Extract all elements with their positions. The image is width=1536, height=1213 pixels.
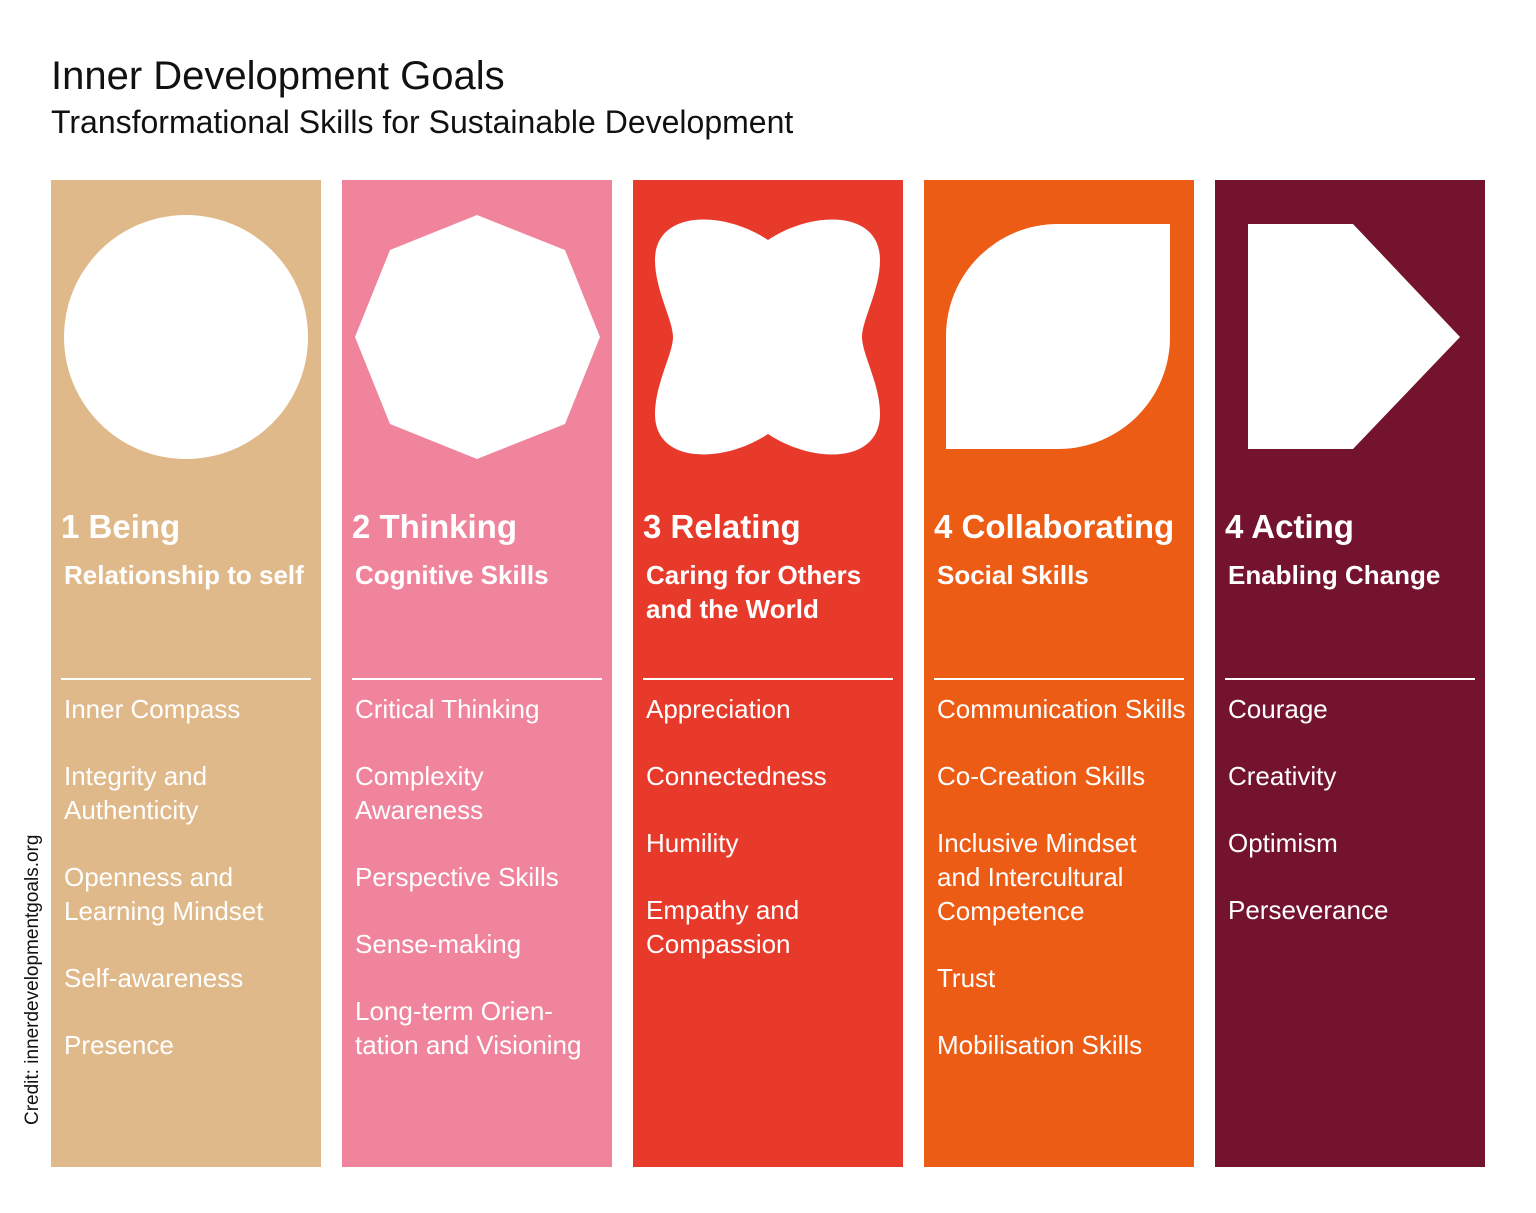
column-subheading: Enabling Change (1228, 560, 1441, 590)
skill-item: Empathy and Compassion (646, 895, 800, 959)
column-subheading: Cognitive Skills (355, 560, 549, 590)
skill-item: Perseverance (1228, 895, 1389, 925)
skill-item: Integrity and Authenticity (64, 761, 208, 825)
skill-list: Communication Skills Co-Creation Skills In… (937, 692, 1187, 1095)
skill-item: Critical Thinking (355, 694, 540, 724)
skill-item: Inclusive Mindset and Intercultural Comp… (937, 828, 1137, 926)
column-relating: 3 Relating Caring for Others and the Worl… (633, 180, 903, 1167)
page-subtitle: Transformational Skills for Sustainable … (51, 104, 794, 140)
skill-item: Inner Compass (64, 694, 241, 724)
divider (643, 678, 893, 680)
column-subheading: Caring for Others and the World (646, 560, 862, 624)
skill-item: Trust (937, 963, 996, 993)
skill-list: Appreciation Connectedness Humility Empathy… (646, 692, 896, 994)
column-heading: 3 Relating (643, 508, 801, 545)
skill-item: Long-term Orien-tation and Visioning (355, 996, 582, 1060)
skill-item: Co-Creation Skills (937, 761, 1146, 791)
skill-item: Complexity Awareness (355, 761, 484, 825)
column-heading: 2 Thinking (352, 508, 517, 545)
skill-item: Appreciation (646, 694, 791, 724)
skill-item: Connectedness (646, 761, 827, 791)
skill-item: Communication Skills (937, 694, 1186, 724)
skill-item: Presence (64, 1030, 174, 1060)
circle-icon (64, 215, 308, 459)
credit-text: Credit: innerdevelopmentgoals.org (22, 834, 43, 1125)
skill-item: Creativity (1228, 761, 1337, 791)
column-heading: 4 Acting (1225, 508, 1354, 545)
skill-item: Openness and Learning Mindset (64, 862, 264, 926)
column-being: 1 Being Relationship to self Inner Compass… (51, 180, 321, 1167)
skill-item: Perspective Skills (355, 862, 559, 892)
skill-item: Courage (1228, 694, 1328, 724)
divider (61, 678, 311, 680)
arrow-pentagon-icon (1248, 224, 1460, 449)
column-subheading: Relationship to self (64, 560, 304, 590)
skill-item: Humility (646, 828, 739, 858)
skill-item: Mobilisation Skills (937, 1030, 1143, 1060)
divider (934, 678, 1184, 680)
column-heading: 1 Being (61, 508, 181, 545)
skill-item: Optimism (1228, 828, 1338, 858)
skill-item: Sense-making (355, 929, 522, 959)
column-acting: 4 Acting Enabling Change Courage Creativity… (1215, 180, 1485, 1167)
skill-list: Inner Compass Integrity and Authenticity O… (64, 692, 314, 1095)
skill-list: Courage Creativity Optimism Perseverance (1228, 692, 1478, 960)
column-collaborating: 4 Collaborating Social Skills Communicatio… (924, 180, 1194, 1167)
skill-list: Critical Thinking Complexity Awareness Per… (355, 692, 605, 1095)
divider (352, 678, 602, 680)
column-thinking: 2 Thinking Cognitive Skills Critical Think… (342, 180, 612, 1167)
divider (1225, 678, 1475, 680)
column-subheading: Social Skills (937, 560, 1089, 590)
column-heading: 4 Collaborating (934, 508, 1175, 545)
skill-item: Self-awareness (64, 963, 244, 993)
octagon-icon (355, 215, 600, 459)
four-lobed-blob-icon (655, 219, 880, 455)
leaf-icon (946, 224, 1170, 449)
page-title: Inner Development Goals (51, 54, 505, 98)
